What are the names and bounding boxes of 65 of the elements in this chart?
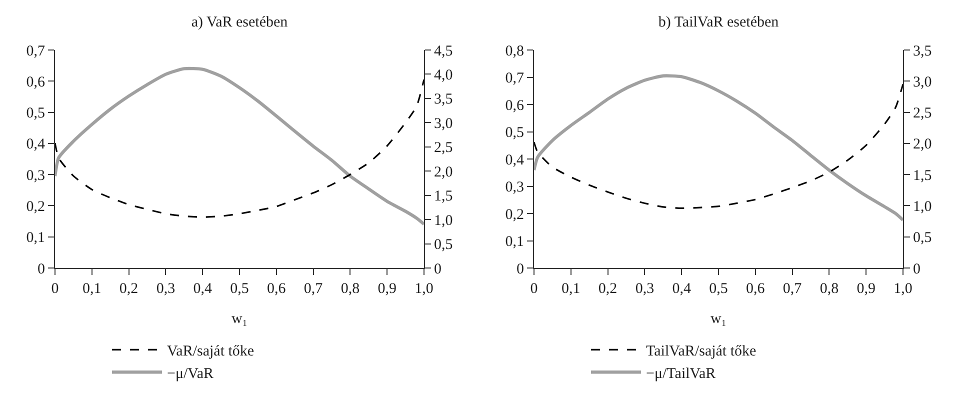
x-tick-label: 0,7 [304, 281, 324, 297]
y-tick-label: 0,7 [505, 70, 524, 86]
y2-tick-label: 4,0 [434, 67, 453, 84]
y2-tick-label: 1,0 [434, 212, 453, 229]
x-tick-label: 0,8 [340, 281, 360, 297]
y2-tick-label: 3,5 [913, 43, 932, 60]
x-tick-label: 0,3 [635, 281, 654, 297]
x-tick-label: 1,0 [414, 281, 434, 297]
y-tick-label: 0,1 [505, 234, 524, 250]
y-tick-label: 0,1 [26, 230, 45, 246]
y-tick-label: 0 [38, 261, 45, 278]
y-tick-label: 0,4 [26, 136, 46, 153]
x-tick-label: 0,2 [119, 281, 138, 297]
x-tick-label: 0,2 [598, 281, 618, 297]
y-tick-label: 0,8 [505, 43, 524, 60]
legend-label: −μ/TailVaR [646, 366, 716, 382]
y2-tick-label: 0 [434, 261, 442, 278]
x-tick-label: 0,1 [562, 281, 580, 297]
x-tick-label: 0 [51, 281, 59, 297]
x-tick-label: 0,6 [267, 281, 286, 297]
y-tick-label: 0,6 [505, 98, 524, 114]
legend-label: −μ/VaR [167, 366, 214, 382]
x-axis-title: w₁ [710, 311, 727, 327]
chart-title: b) TailVaR esetében [658, 14, 780, 30]
y2-tick-label: 1,5 [913, 168, 932, 184]
legend-label: TailVaR/saját tőke [646, 344, 757, 360]
y2-tick-label: 3,0 [913, 74, 932, 90]
x-tick-label: 0,5 [709, 281, 728, 297]
y2-tick-label: 1,0 [913, 198, 932, 215]
legend-label: VaR/saját tőke [167, 344, 254, 360]
x-tick-label: 0,7 [782, 281, 802, 297]
y-tick-label: 0,4 [505, 152, 524, 168]
x-tick-label: 0,5 [230, 281, 249, 297]
x-tick-label: 0,3 [156, 281, 176, 297]
x-tick-label: 0,4 [193, 281, 212, 297]
y2-tick-label: 0 [913, 261, 920, 278]
y-tick-label: 0,3 [505, 180, 524, 196]
chart-title: a) VaR esetében [191, 14, 288, 30]
y2-tick-label: 2,0 [913, 136, 932, 153]
x-tick-label: 0,9 [378, 281, 396, 297]
y-tick-label: 0,5 [26, 106, 45, 122]
x-tick-label: 1,0 [894, 281, 912, 297]
x-tick-label: 0,6 [746, 281, 766, 297]
x-axis-title: w₁ [231, 311, 248, 327]
y-tick-label: 0,6 [26, 74, 46, 90]
y2-tick-label: 2,5 [913, 106, 932, 122]
y2-tick-label: 2,5 [434, 140, 453, 156]
x-tick-label: 0 [530, 281, 538, 297]
x-tick-label: 0,1 [82, 281, 102, 297]
x-tick-label: 0,8 [820, 281, 839, 297]
y-tick-label: 0,2 [26, 198, 45, 215]
x-tick-label: 0,4 [672, 281, 692, 297]
y2-tick-label: 1,5 [434, 188, 453, 205]
y2-tick-label: 2,0 [434, 164, 453, 180]
y2-tick-label: 0,5 [913, 230, 932, 246]
y-tick-label: 0,5 [505, 125, 524, 141]
y2-tick-label: 3,5 [434, 92, 453, 108]
x-tick-label: 0,9 [856, 281, 876, 297]
y-tick-label: 0,2 [505, 206, 524, 223]
y-tick-label: 0,3 [26, 168, 45, 184]
y2-tick-label: 4,5 [434, 43, 453, 60]
y2-tick-label: 0,5 [434, 237, 453, 254]
y-tick-label: 0,7 [26, 43, 46, 60]
y-tick-label: 0 [516, 261, 524, 278]
y2-tick-label: 3,0 [434, 116, 453, 132]
